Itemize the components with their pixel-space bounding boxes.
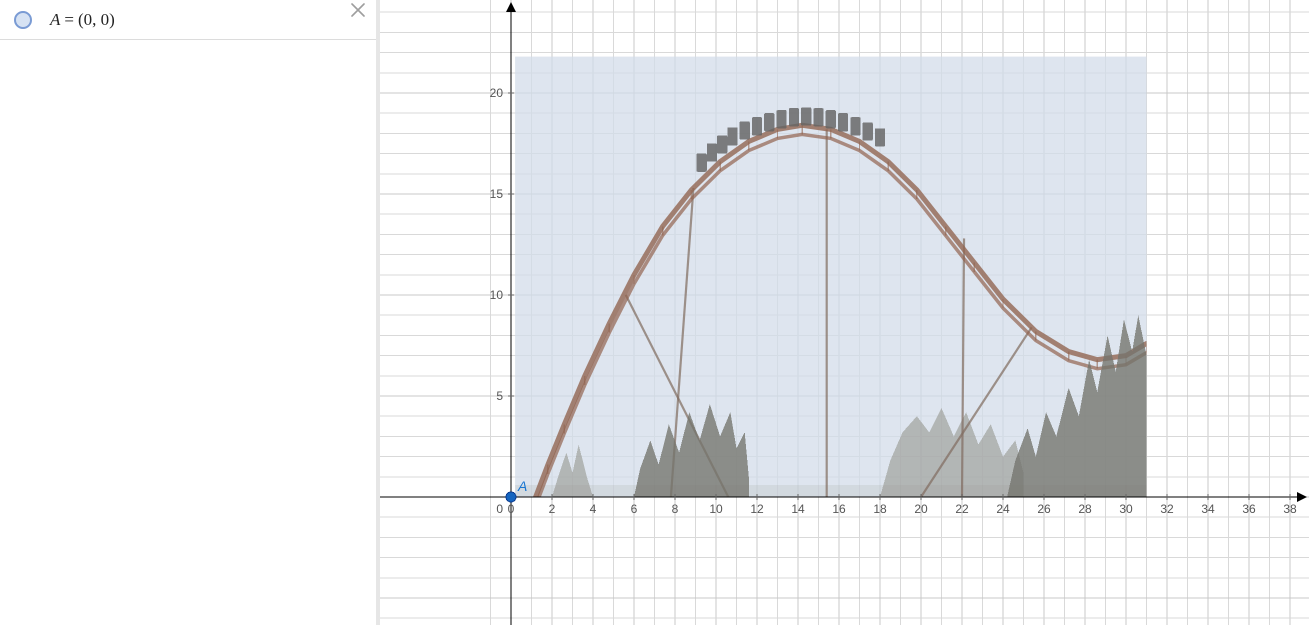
svg-text:4: 4 xyxy=(590,502,597,516)
svg-text:5: 5 xyxy=(496,389,503,403)
graphics-view[interactable]: 0246810121416182022242628303234363851015… xyxy=(380,0,1309,625)
svg-text:18: 18 xyxy=(873,502,887,516)
object-value: (0, 0) xyxy=(78,10,115,30)
svg-text:0: 0 xyxy=(496,502,503,516)
svg-text:15: 15 xyxy=(490,187,504,201)
svg-text:0: 0 xyxy=(508,502,515,516)
svg-text:6: 6 xyxy=(631,502,638,516)
close-icon[interactable] xyxy=(346,0,370,22)
svg-text:10: 10 xyxy=(709,502,723,516)
visibility-toggle[interactable] xyxy=(14,11,32,29)
algebra-expression[interactable]: A = (0, 0) xyxy=(50,10,324,30)
svg-text:8: 8 xyxy=(672,502,679,516)
svg-text:2: 2 xyxy=(549,502,556,516)
svg-text:14: 14 xyxy=(791,502,805,516)
svg-text:10: 10 xyxy=(490,288,504,302)
svg-text:30: 30 xyxy=(1119,502,1133,516)
svg-text:12: 12 xyxy=(750,502,764,516)
point-A-label: A xyxy=(517,478,527,494)
svg-text:34: 34 xyxy=(1201,502,1215,516)
image-overlay xyxy=(515,57,1146,506)
point-A[interactable] xyxy=(506,492,516,502)
graph-svg[interactable]: 0246810121416182022242628303234363851015… xyxy=(380,0,1309,625)
svg-text:38: 38 xyxy=(1283,502,1297,516)
algebra-row[interactable]: A = (0, 0) xyxy=(0,0,376,40)
svg-text:32: 32 xyxy=(1160,502,1174,516)
svg-text:36: 36 xyxy=(1242,502,1256,516)
app-root: A = (0, 0) 02468101214161820222426283032… xyxy=(0,0,1309,625)
equals-sign: = xyxy=(64,10,74,30)
object-name: A xyxy=(50,10,60,30)
svg-text:22: 22 xyxy=(955,502,969,516)
svg-text:20: 20 xyxy=(914,502,928,516)
svg-text:26: 26 xyxy=(1037,502,1051,516)
svg-text:16: 16 xyxy=(832,502,846,516)
svg-text:20: 20 xyxy=(490,86,504,100)
svg-text:24: 24 xyxy=(996,502,1010,516)
svg-text:28: 28 xyxy=(1078,502,1092,516)
algebra-panel: A = (0, 0) xyxy=(0,0,380,625)
